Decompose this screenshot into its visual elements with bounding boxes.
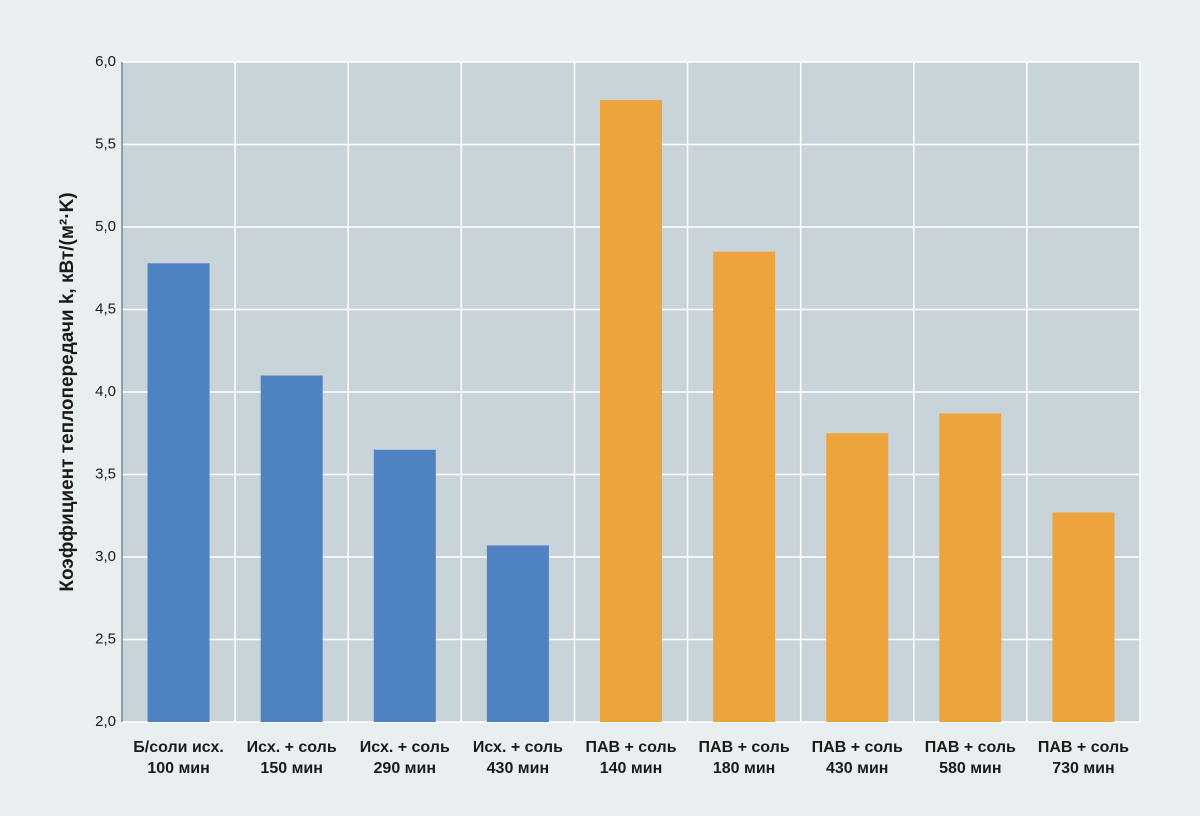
y-tick-label: 3,0 (95, 548, 116, 565)
x-tick-label: ПАВ + соль (925, 739, 1016, 756)
x-tick-label: 430 мин (487, 760, 549, 777)
y-tick-label: 4,5 (95, 300, 116, 317)
y-tick-label: 2,5 (95, 630, 116, 647)
x-tick-label: 290 мин (374, 760, 436, 777)
y-tick-label: 6,0 (95, 53, 116, 70)
bar (1052, 512, 1115, 722)
y-tick-label: 4,0 (95, 383, 116, 400)
x-tick-label: Б/соли исх. (133, 739, 224, 756)
y-tick-label: 3,5 (95, 465, 116, 482)
x-tick-label: 150 мин (260, 760, 322, 777)
y-tick-label: 5,0 (95, 218, 116, 235)
y-tick-label: 5,5 (95, 135, 116, 152)
x-tick-label: ПАВ + соль (1038, 739, 1129, 756)
x-tick-label: 580 мин (939, 760, 1001, 777)
x-tick-label: Исх. + соль (360, 739, 450, 756)
x-tick-label: Исх. + соль (247, 739, 337, 756)
bar (939, 413, 1002, 722)
bar (373, 449, 436, 722)
bar (826, 433, 889, 722)
bar (713, 251, 776, 722)
x-tick-label: 180 мин (713, 760, 775, 777)
x-tick-label: Исх. + соль (473, 739, 563, 756)
x-tick-label: ПАВ + соль (699, 739, 790, 756)
x-tick-label: 430 мин (826, 760, 888, 777)
y-axis-label: Коэффициент теплопередачи k, кВт/(м²·K) (57, 192, 78, 591)
y-tick-label: 2,0 (95, 713, 116, 730)
bar (600, 99, 662, 722)
bar (147, 263, 210, 722)
bar (260, 375, 323, 722)
x-tick-label: ПАВ + соль (585, 739, 676, 756)
x-tick-label: 100 мин (147, 760, 209, 777)
x-tick-label: 730 мин (1052, 760, 1114, 777)
x-tick-label: 140 мин (600, 760, 662, 777)
bar (486, 545, 549, 722)
x-tick-label: ПАВ + соль (812, 739, 903, 756)
